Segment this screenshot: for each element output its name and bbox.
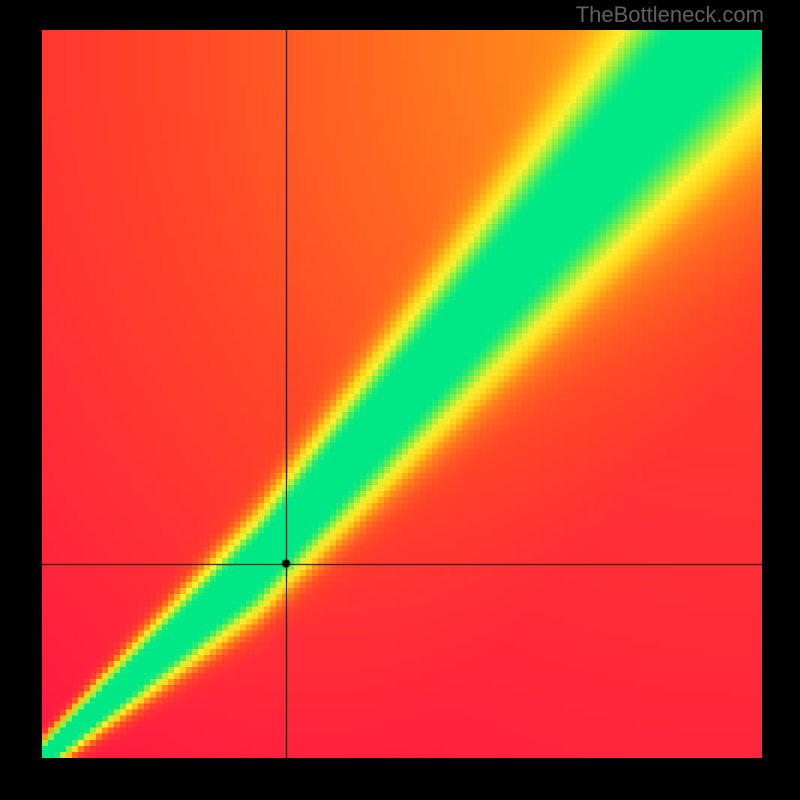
chart-root: { "watermark": { "text": "TheBottleneck.… (0, 0, 800, 800)
bottleneck-heatmap (42, 30, 762, 758)
watermark-text: TheBottleneck.com (576, 2, 764, 28)
